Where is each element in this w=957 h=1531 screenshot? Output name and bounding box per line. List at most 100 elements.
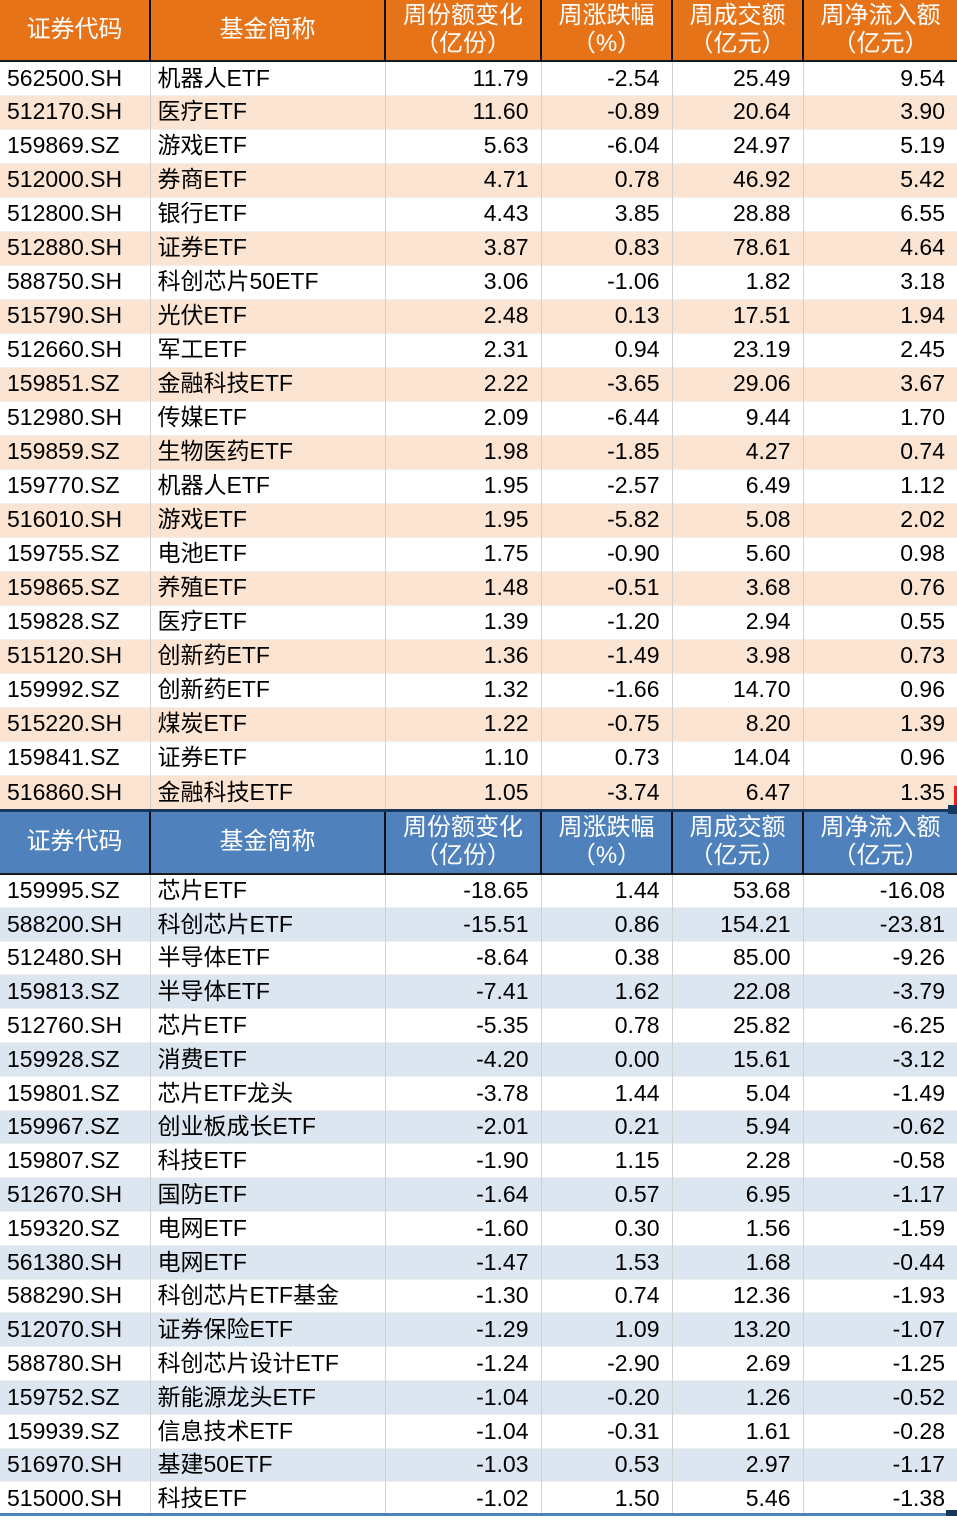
name-cell: 半导体ETF xyxy=(149,940,385,975)
table-row: 159770.SZ 机器人ETF 1.95 -2.57 6.49 1.12 xyxy=(0,468,957,503)
table-body: 159995.SZ 芯片ETF -18.65 1.44 53.68 -16.08 58820… xyxy=(0,873,957,1516)
share-change-cell: 3.06 xyxy=(384,264,541,299)
name-cell: 证券ETF xyxy=(149,740,385,775)
name-cell: 国防ETF xyxy=(149,1177,385,1212)
table-row: 515790.SH 光伏ETF 2.48 0.13 17.51 1.94 xyxy=(0,298,957,333)
share-change-cell: 11.60 xyxy=(384,94,541,129)
code-cell: 159828.SZ xyxy=(0,604,150,639)
name-cell: 机器人ETF xyxy=(149,60,385,95)
code-cell: 159939.SZ xyxy=(0,1413,150,1449)
share-change-cell: 4.71 xyxy=(384,162,541,197)
turnover-cell: 3.68 xyxy=(671,570,803,605)
code-cell: 512170.SH xyxy=(0,94,150,129)
table-row: 512000.SH 券商ETF 4.71 0.78 46.92 5.42 xyxy=(0,162,957,197)
net-inflow-cell: -6.25 xyxy=(802,1008,957,1043)
table-row: 512480.SH 半导体ETF -8.64 0.38 85.00 -9.26 xyxy=(0,940,957,975)
pct-change-cell: 0.53 xyxy=(540,1447,672,1482)
name-cell: 医疗ETF xyxy=(149,604,385,639)
share-change-cell: 1.39 xyxy=(384,604,541,639)
pct-change-cell: 1.09 xyxy=(540,1312,672,1347)
name-cell: 信息技术ETF xyxy=(149,1413,385,1449)
share-change-cell: 2.31 xyxy=(384,332,541,367)
pct-change-cell: 1.15 xyxy=(540,1143,672,1178)
turnover-cell: 9.44 xyxy=(671,400,803,435)
share-change-cell: 1.95 xyxy=(384,468,541,503)
name-cell: 医疗ETF xyxy=(149,94,385,129)
table-row: 512800.SH 银行ETF 4.43 3.85 28.88 6.55 xyxy=(0,196,957,231)
code-cell: 588750.SH xyxy=(0,264,150,299)
pct-change-cell: 0.78 xyxy=(540,1008,672,1043)
table-body: 562500.SH 机器人ETF 11.79 -2.54 25.49 9.54 512170… xyxy=(0,60,957,809)
pct-change-cell: -6.04 xyxy=(540,128,672,163)
pct-change-cell: 1.44 xyxy=(540,873,672,908)
table-row: 561380.SH 电网ETF -1.47 1.53 1.68 -0.44 xyxy=(0,1244,957,1280)
code-cell: 159995.SZ xyxy=(0,873,150,908)
table-row: 159992.SZ 创新药ETF 1.32 -1.66 14.70 0.96 xyxy=(0,672,957,707)
pct-change-cell: -0.89 xyxy=(540,94,672,129)
pct-change-cell: 1.44 xyxy=(540,1075,672,1111)
net-inflow-cell: -0.52 xyxy=(802,1379,957,1415)
turnover-cell: 24.97 xyxy=(671,128,803,163)
table-row: 512670.SH 国防ETF -1.64 0.57 6.95 -1.17 xyxy=(0,1177,957,1212)
share-change-cell: -1.04 xyxy=(384,1413,541,1449)
turnover-cell: 12.36 xyxy=(671,1278,803,1313)
table-row: 588290.SH 科创芯片ETF基金 -1.30 0.74 12.36 -1.93 xyxy=(0,1278,957,1313)
name-cell: 电网ETF xyxy=(149,1244,385,1280)
name-cell: 芯片ETF龙头 xyxy=(149,1075,385,1111)
column-header: 周成交额 （亿元） xyxy=(671,810,803,874)
net-inflow-cell: 0.73 xyxy=(802,638,957,673)
column-header: 证券代码 xyxy=(26,828,123,856)
code-cell: 512000.SH xyxy=(0,162,150,197)
share-change-cell: -1.60 xyxy=(384,1210,541,1246)
turnover-cell: 5.08 xyxy=(671,502,803,537)
code-cell: 159807.SZ xyxy=(0,1143,150,1178)
table-row: 159841.SZ 证券ETF 1.10 0.73 14.04 0.96 xyxy=(0,740,957,775)
turnover-cell: 14.70 xyxy=(671,672,803,707)
pct-change-cell: -2.54 xyxy=(540,60,672,95)
share-change-cell: -5.35 xyxy=(384,1008,541,1043)
table-row: 159869.SZ 游戏ETF 5.63 -6.04 24.97 5.19 xyxy=(0,128,957,163)
code-cell: 159801.SZ xyxy=(0,1075,150,1111)
pct-change-cell: -1.06 xyxy=(540,264,672,299)
net-inflow-cell: 0.96 xyxy=(802,740,957,775)
name-cell: 科创芯片设计ETF xyxy=(149,1346,385,1381)
pct-change-cell: -3.65 xyxy=(540,366,672,401)
turnover-cell: 25.49 xyxy=(671,60,803,95)
pct-change-cell: 0.30 xyxy=(540,1210,672,1246)
share-change-cell: 1.36 xyxy=(384,638,541,673)
table-row: 516860.SH 金融科技ETF 1.05 -3.74 6.47 1.35 xyxy=(0,774,957,809)
name-cell: 电网ETF xyxy=(149,1210,385,1246)
net-inflow-cell: -1.93 xyxy=(802,1278,957,1313)
corner-marker-bottom xyxy=(946,1509,957,1516)
pct-change-cell: 0.21 xyxy=(540,1109,672,1144)
turnover-cell: 1.82 xyxy=(671,264,803,299)
code-cell: 562500.SH xyxy=(0,60,150,95)
name-cell: 半导体ETF xyxy=(149,974,385,1009)
turnover-cell: 5.46 xyxy=(671,1481,803,1516)
share-change-cell: 1.10 xyxy=(384,740,541,775)
turnover-cell: 154.21 xyxy=(671,906,803,942)
turnover-cell: 3.98 xyxy=(671,638,803,673)
turnover-cell: 20.64 xyxy=(671,94,803,129)
share-change-cell: 5.63 xyxy=(384,128,541,163)
net-inflow-cell: -1.38 xyxy=(802,1481,957,1516)
share-increase-table: 证券代码 基金简称 周份额变化 （亿份） 周涨跌幅 （%） 周成交额 （亿元） 周净流入额 （亿元… xyxy=(0,0,957,809)
net-inflow-cell: -1.49 xyxy=(802,1075,957,1111)
net-inflow-cell: 0.55 xyxy=(802,604,957,639)
turnover-cell: 17.51 xyxy=(671,298,803,333)
code-cell: 516970.SH xyxy=(0,1447,150,1482)
turnover-cell: 14.04 xyxy=(671,740,803,775)
net-inflow-cell: -1.17 xyxy=(802,1447,957,1482)
pct-change-cell: -1.66 xyxy=(540,672,672,707)
code-cell: 588200.SH xyxy=(0,906,150,942)
table-row: 159851.SZ 金融科技ETF 2.22 -3.65 29.06 3.67 xyxy=(0,366,957,401)
name-cell: 机器人ETF xyxy=(149,468,385,503)
code-cell: 515220.SH xyxy=(0,706,150,741)
turnover-cell: 5.94 xyxy=(671,1109,803,1144)
share-change-cell: -1.90 xyxy=(384,1143,541,1178)
net-inflow-cell: 0.96 xyxy=(802,672,957,707)
net-inflow-cell: -3.12 xyxy=(802,1041,957,1077)
name-cell: 证券保险ETF xyxy=(149,1312,385,1347)
share-change-cell: -18.65 xyxy=(384,873,541,908)
corner-marker-top xyxy=(948,805,957,814)
